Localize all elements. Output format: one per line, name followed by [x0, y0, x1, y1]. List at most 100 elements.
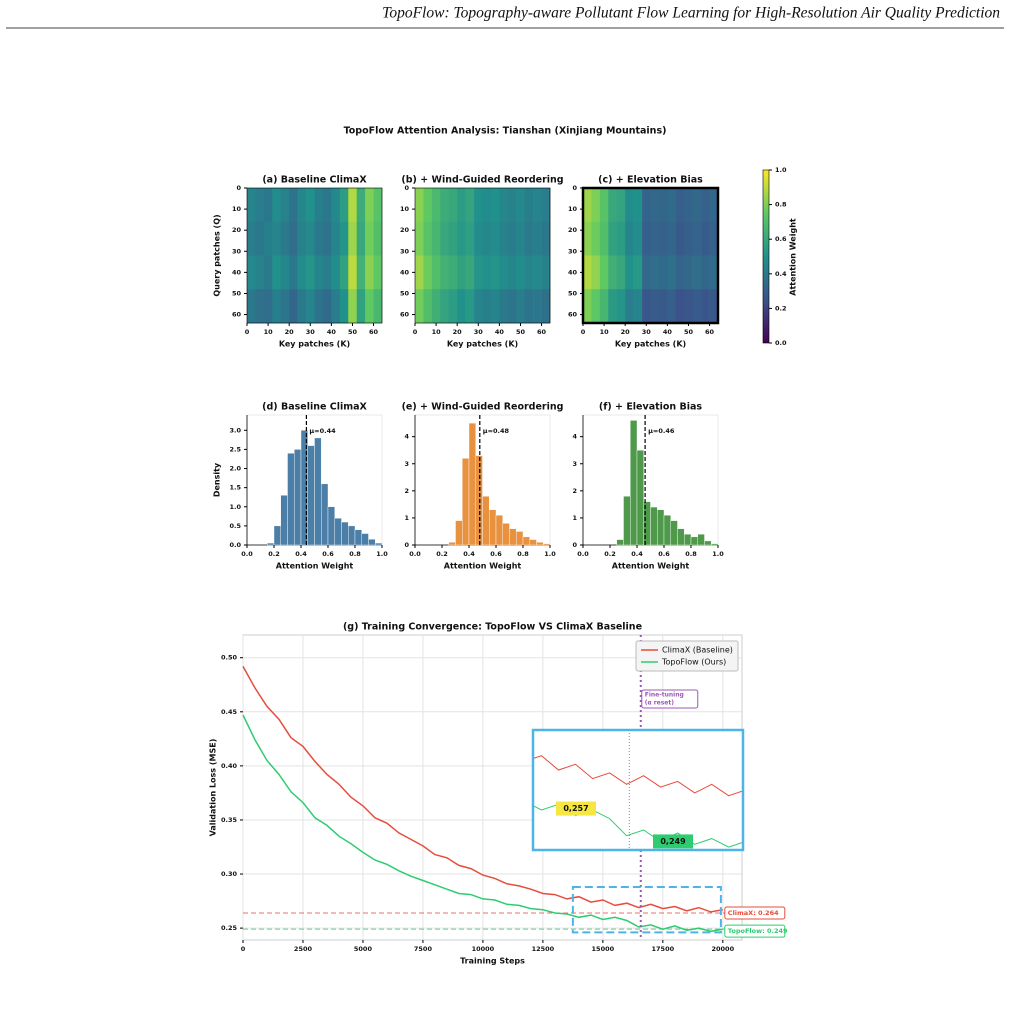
heatmap-cell: [306, 188, 315, 223]
heatmap-cell: [322, 188, 332, 223]
heatmap-cell: [667, 255, 677, 290]
histogram-bar: [495, 515, 503, 546]
x-tick-label: 1.0: [376, 550, 388, 558]
heatmap-cell: [314, 255, 324, 290]
heatmap-cell: [457, 289, 466, 324]
heatmap-cell: [474, 188, 483, 223]
heatmap-cell: [272, 188, 282, 223]
heatmap-cell: [297, 289, 307, 324]
x-tick-label: 12500: [532, 945, 555, 953]
y-tick-label: 0: [404, 541, 409, 549]
heatmap-cell: [415, 188, 424, 223]
y-tick-label: 10: [400, 205, 410, 213]
histogram-bar: [704, 540, 712, 546]
x-tick-label: 20: [621, 328, 631, 336]
heatmap-cell: [280, 221, 290, 256]
heatmap-cell: [322, 255, 332, 290]
heatmap-cell: [524, 255, 534, 290]
heatmap-cell: [658, 221, 668, 256]
histogram-bar: [543, 543, 551, 546]
heatmap-cell: [482, 255, 492, 290]
x-tick-label: 0: [581, 328, 586, 336]
y-axis-label: Validation Loss (MSE): [209, 739, 218, 837]
heatmap-cell: [331, 289, 341, 324]
heatmap-cell: [650, 188, 660, 223]
x-axis-label: Training Steps: [460, 957, 525, 966]
heatmap-cell: [692, 221, 702, 256]
heatmap-cell: [289, 255, 298, 290]
colorbar-tick-label: 0.2: [775, 304, 787, 312]
panel-title: (d) Baseline ClimaX: [262, 402, 367, 413]
series-line: [242, 714, 723, 933]
histogram-bar: [341, 521, 349, 546]
heatmap-cell: [684, 188, 693, 223]
histogram-bar: [475, 455, 483, 546]
x-tick-label: 20: [285, 328, 295, 336]
y-tick-label: 60: [568, 311, 578, 319]
y-tick-label: 50: [568, 289, 578, 297]
heatmap-cell: [423, 255, 433, 290]
heatmap-cell: [457, 221, 466, 256]
histogram-bar: [455, 520, 463, 546]
histogram-bar: [677, 528, 685, 546]
x-tick-label: 0.6: [658, 550, 670, 558]
inset-label-box: [653, 834, 693, 849]
heatmap-cell: [440, 188, 450, 223]
y-tick-label: 2: [572, 487, 577, 495]
heatmap-cell: [658, 255, 668, 290]
heatmap-cell: [348, 255, 357, 290]
heatmap-cell: [339, 221, 349, 256]
y-tick-label: 3.0: [229, 426, 241, 434]
heatmap-cell: [541, 188, 551, 223]
inset-label: 0,249: [660, 837, 686, 846]
heatmap-cell: [465, 255, 475, 290]
heatmap-cell: [482, 221, 492, 256]
histogram-bar: [489, 509, 497, 546]
heatmap-cell: [289, 221, 298, 256]
x-tick-label: 15000: [592, 945, 615, 953]
heatmap-cell: [314, 221, 324, 256]
heatmap-cell: [516, 289, 525, 324]
y-tick-label: 60: [400, 311, 410, 319]
heatmap-cell: [365, 289, 374, 324]
y-tick-label: 0: [572, 184, 577, 192]
heatmap-cell: [583, 255, 592, 290]
heatmap-cell: [684, 221, 693, 256]
heatmap-cell: [431, 188, 441, 223]
heatmap-cell: [339, 188, 349, 223]
heatmap-cell: [255, 255, 265, 290]
histogram-bar: [529, 539, 537, 546]
x-tick-label: 0: [413, 328, 418, 336]
heatmap-cell: [625, 221, 634, 256]
heatmap-cell: [297, 255, 307, 290]
y-tick-label: 0.25: [221, 924, 238, 932]
panel-title: (f) + Elevation Bias: [599, 402, 702, 413]
heatmap-cell: [701, 289, 710, 324]
inset-frame: [531, 728, 745, 852]
heatmap-cell: [667, 188, 677, 223]
heatmap-cell: [373, 289, 383, 324]
y-tick-label: 0: [404, 184, 409, 192]
inset-series-line: [533, 803, 743, 848]
x-tick-label: 0: [241, 945, 246, 953]
histogram-bar: [468, 422, 476, 546]
histogram-bar: [690, 536, 698, 546]
x-tick-label: 40: [663, 328, 673, 336]
heatmap-cell: [415, 289, 424, 324]
heatmap-cell: [625, 289, 634, 324]
heatmap-cell: [541, 221, 551, 256]
histogram-bar: [509, 528, 517, 546]
histogram-bar: [354, 529, 362, 546]
y-tick-label: 0.5: [229, 522, 241, 530]
heatmap-cell: [431, 221, 441, 256]
histogram-bar: [711, 543, 719, 546]
heatmap-cell: [516, 221, 525, 256]
histogram-bar: [623, 496, 631, 546]
histogram-bar: [334, 518, 342, 546]
heatmap-cell: [356, 255, 366, 290]
histogram-bar: [536, 542, 544, 546]
panel-title: (c) + Elevation Bias: [598, 175, 703, 186]
x-tick-label: 1.0: [712, 550, 724, 558]
heatmap-cell: [272, 221, 282, 256]
heatmap-cell: [599, 221, 609, 256]
